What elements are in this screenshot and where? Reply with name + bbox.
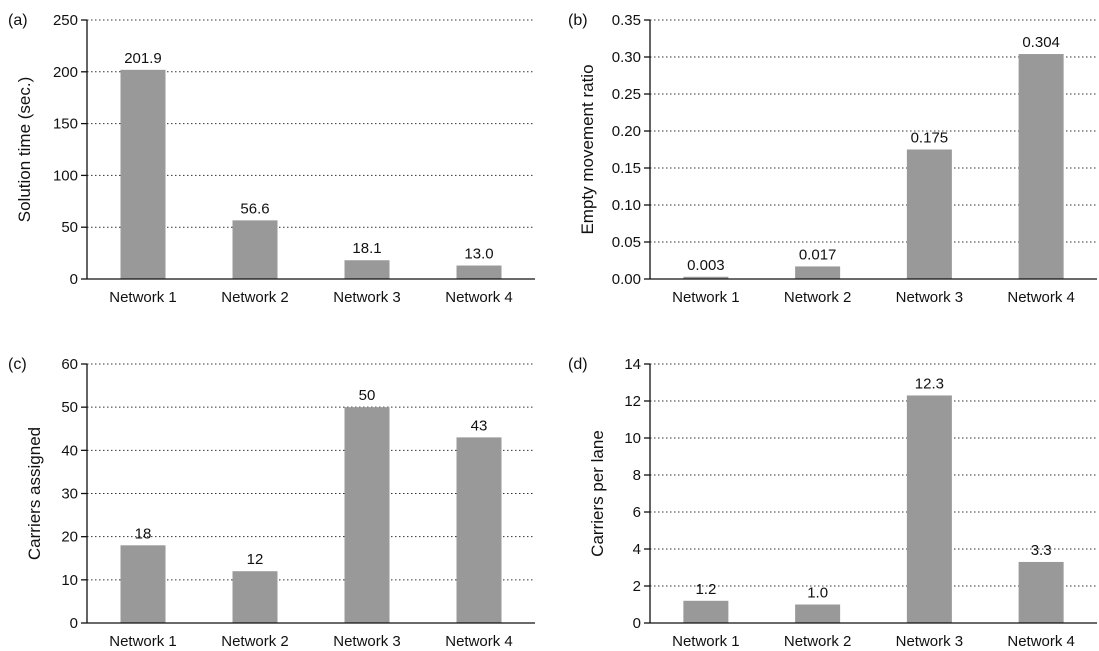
y-tick-label: 0.25 — [612, 86, 641, 103]
bar — [120, 545, 166, 623]
y-tick-label: 50 — [61, 399, 78, 416]
bar — [232, 571, 278, 623]
chart-panel-1: 201.9 Network 1 56.6 Network 2 18.1 Network 3… — [8, 12, 535, 306]
x-tick-label: Network 3 — [333, 633, 401, 650]
panel-letter: (c) — [8, 356, 27, 373]
x-tick-label: Network 1 — [672, 289, 740, 306]
bar — [906, 395, 952, 623]
x-tick-label: Network 1 — [109, 289, 177, 306]
x-tick-label: Network 3 — [333, 289, 401, 306]
y-axis-label: Carriers per lane — [588, 430, 607, 557]
bar-value-label: 1.2 — [695, 581, 716, 598]
x-tick-label: Network 1 — [109, 633, 177, 650]
panel-letter: (d) — [568, 356, 588, 373]
y-tick-label: 8 — [633, 467, 641, 484]
y-tick-label: 250 — [53, 12, 78, 29]
panel-letter: (b) — [568, 12, 588, 29]
bar-value-label: 12 — [247, 551, 264, 568]
y-tick-label: 2 — [633, 578, 641, 595]
chart-panel-4: 1.2 Network 1 1.0 Network 2 12.3 Network 3 3.3… — [568, 356, 1097, 650]
bar — [683, 600, 729, 623]
bar-value-label: 3.3 — [1031, 542, 1052, 559]
y-tick-label: 12 — [624, 393, 641, 410]
x-tick-label: Network 2 — [784, 289, 852, 306]
bar-value-label: 18 — [135, 525, 152, 542]
x-tick-label: Network 4 — [1007, 289, 1075, 306]
y-tick-label: 200 — [53, 64, 78, 81]
x-tick-label: Network 2 — [784, 633, 852, 650]
bar — [456, 265, 502, 279]
y-tick-label: 10 — [624, 430, 641, 447]
panel-letter: (a) — [8, 12, 28, 29]
y-tick-label: 0 — [633, 615, 641, 632]
bar — [1018, 561, 1064, 623]
y-axis-label: Empty movement ratio — [578, 64, 597, 234]
bar — [795, 266, 841, 279]
y-tick-label: 4 — [633, 541, 641, 558]
y-tick-label: 100 — [53, 167, 78, 184]
y-tick-label: 20 — [61, 529, 78, 546]
bar-value-label: 0.003 — [687, 257, 725, 274]
y-tick-label: 60 — [61, 356, 78, 373]
chart-panel-3: 18 Network 1 12 Network 2 50 Network 3 43 Netwo… — [8, 356, 535, 650]
bar — [906, 149, 952, 279]
bar-value-label: 13.0 — [464, 246, 493, 263]
bar-value-label: 201.9 — [124, 50, 162, 67]
bar — [795, 604, 841, 623]
x-tick-label: Network 2 — [221, 289, 289, 306]
y-tick-label: 150 — [53, 116, 78, 133]
y-tick-label: 0 — [70, 271, 78, 288]
y-axis-label: Solution time (sec.) — [15, 77, 34, 223]
y-tick-label: 30 — [61, 486, 78, 503]
bar — [683, 276, 729, 279]
y-tick-label: 10 — [61, 572, 78, 589]
x-tick-label: Network 3 — [896, 633, 964, 650]
bar — [344, 260, 390, 279]
bar-value-label: 0.304 — [1022, 34, 1060, 51]
bar-value-label: 18.1 — [352, 240, 381, 257]
x-tick-label: Network 2 — [221, 633, 289, 650]
bar-value-label: 0.017 — [799, 246, 837, 263]
y-tick-label: 14 — [624, 356, 641, 373]
y-tick-label: 0 — [70, 615, 78, 632]
x-tick-label: Network 4 — [445, 289, 513, 306]
y-tick-label: 0.15 — [612, 160, 641, 177]
bar-value-label: 43 — [471, 417, 488, 434]
bar-value-label: 50 — [359, 387, 376, 404]
x-tick-label: Network 3 — [896, 289, 964, 306]
bar — [456, 437, 502, 623]
bar-value-label: 0.175 — [911, 130, 949, 147]
chart-panel-2: 0.003 Network 1 0.017 Network 2 0.175 Network… — [568, 12, 1097, 306]
bar — [232, 220, 278, 279]
y-tick-label: 6 — [633, 504, 641, 521]
y-axis-label: Carriers assigned — [25, 427, 44, 560]
x-tick-label: Network 4 — [1007, 633, 1075, 650]
bar — [120, 69, 166, 279]
y-tick-label: 0.35 — [612, 12, 641, 29]
x-tick-label: Network 1 — [672, 633, 740, 650]
y-tick-label: 50 — [61, 219, 78, 236]
y-tick-label: 40 — [61, 442, 78, 459]
x-tick-label: Network 4 — [445, 633, 513, 650]
bar-value-label: 1.0 — [807, 585, 828, 602]
y-tick-label: 0.30 — [612, 49, 641, 66]
y-tick-label: 0.20 — [612, 123, 641, 140]
bar-value-label: 12.3 — [915, 375, 944, 392]
y-tick-label: 0.10 — [612, 197, 641, 214]
y-tick-label: 0.00 — [612, 271, 641, 288]
bar-value-label: 56.6 — [240, 200, 269, 217]
y-tick-label: 0.05 — [612, 234, 641, 251]
bar — [344, 407, 390, 623]
bar — [1018, 54, 1064, 279]
